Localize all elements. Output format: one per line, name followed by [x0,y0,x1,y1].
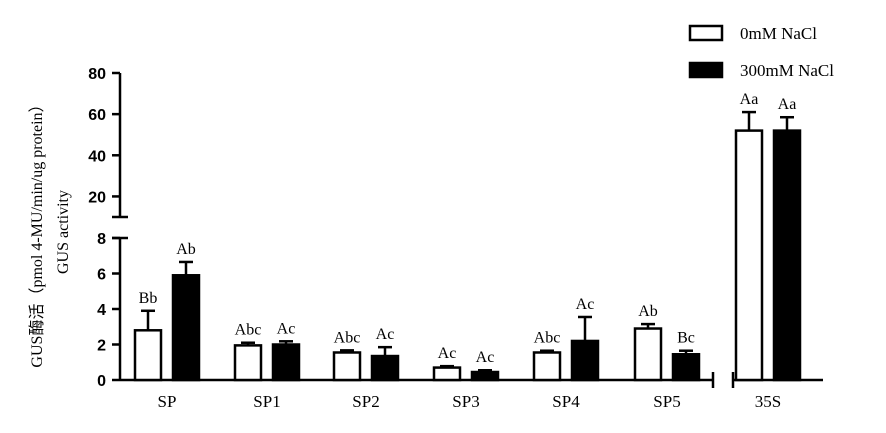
bar-group-SP-1: Ab [171,241,201,382]
bar-group-SP4-1: Ac [570,296,600,382]
y-tick-label-lower-2: 4 [97,302,106,319]
bar-group-SP2-0: Abc [332,329,362,382]
sig-label-SP4-1: Ac [576,296,595,313]
bar-SP5-0 [633,327,663,382]
bar-35S-0 [734,129,764,382]
x-tick-label-35S: 35S [755,392,781,411]
bar-35S-1 [772,129,802,382]
bar-group-35S-1: Aa [772,96,802,382]
legend: 0mM NaCl 300mM NaCl [688,24,834,80]
legend-label-300mm: 300mM NaCl [740,61,834,80]
legend-swatch-0mm [688,24,724,42]
y-tick-label-upper-1: 40 [88,148,106,165]
bars: Bb Ab Abc Ac Abc Ac Ac Ac Abc Ac Ab Bc Aa Aa [133,91,802,382]
axes [112,73,823,388]
bar-group-SP3-0: Ac [432,345,462,382]
x-tick-label-SP3: SP3 [452,392,479,411]
sig-label-SP-1: Ab [176,241,196,258]
y-ticks: 0 2 4 6 8 20 40 60 80 [88,66,120,390]
y-axis-label: GUS酶活（pmol 4-MU/min/ug protein） GUS acti… [28,96,72,367]
bar-group-SP-0: Bb [133,290,163,382]
bar-group-SP1-1: Ac [271,320,301,382]
legend-swatch-300mm [688,61,724,79]
x-tick-labels: SP SP1 SP2 SP3 SP4 SP5 35S [158,392,782,411]
bar-SP2-1 [370,354,400,382]
sig-label-SP1-1: Ac [277,320,296,337]
sig-label-SP1-0: Abc [235,322,262,339]
sig-label-SP-0: Bb [139,290,158,307]
y-tick-label-lower-3: 6 [97,267,106,284]
bar-group-SP2-1: Ac [370,326,400,382]
sig-label-35S-1: Aa [778,96,797,113]
legend-label-0mm: 0mM NaCl [740,24,817,43]
y-tick-label-lower-4: 8 [97,231,106,248]
sig-label-SP3-0: Ac [438,345,457,362]
bar-SP1-1 [271,343,301,382]
bar-group-SP1-0: Abc [233,322,263,382]
bar-group-SP4-0: Abc [532,330,562,382]
y-tick-label-upper-3: 80 [88,66,106,83]
bar-group-SP5-1: Bc [671,330,701,382]
bar-SP4-0 [532,351,562,382]
bar-SP4-1 [570,339,600,382]
sig-label-SP4-0: Abc [534,330,561,347]
bar-SP3-1 [470,370,500,382]
x-tick-label-SP2: SP2 [352,392,379,411]
y-axis-label-line2: GUS activity [55,190,72,274]
y-tick-label-upper-2: 60 [88,107,106,124]
x-tick-label-SP5: SP5 [653,392,680,411]
bar-group-SP5-0: Ab [633,303,663,382]
x-tick-label-SP4: SP4 [552,392,580,411]
sig-label-SP2-1: Ac [376,326,395,343]
y-axis-label-line1: GUS酶活（pmol 4-MU/min/ug protein） [28,96,46,367]
x-tick-label-SP1: SP1 [253,392,280,411]
bar-SP1-0 [233,344,263,382]
sig-label-35S-0: Aa [740,91,759,108]
bar-SP3-0 [432,366,462,382]
sig-label-SP5-0: Ab [638,303,658,320]
y-tick-label-upper-0: 20 [88,189,106,206]
y-tick-label-lower-0: 0 [97,373,106,390]
sig-label-SP3-1: Ac [476,349,495,366]
bar-SP-0 [133,329,163,382]
bar-SP2-0 [332,351,362,382]
sig-label-SP5-1: Bc [677,330,695,347]
x-tick-label-SP: SP [158,392,177,411]
bar-SP-1 [171,274,201,382]
bar-group-SP3-1: Ac [470,349,500,382]
bar-SP5-1 [671,353,701,382]
y-tick-label-lower-1: 2 [97,338,106,355]
sig-label-SP2-0: Abc [334,329,361,346]
bar-group-35S-0: Aa [734,91,764,382]
